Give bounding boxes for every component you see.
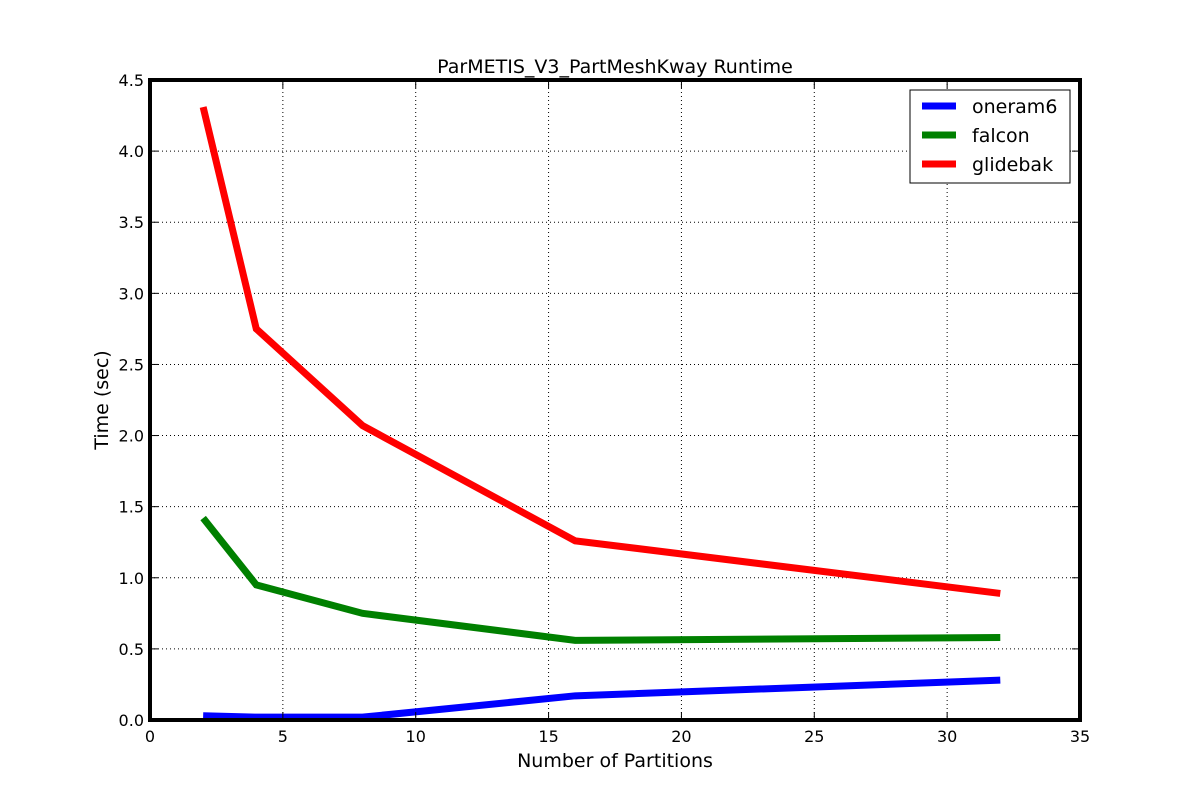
axis-ticks: 0 5 10 15 20 25 30 35 0.0 0.5 1.0 1.5 2.0 2.5 3.0 3.5 4.… [119,71,1091,746]
x-tick-label: 5 [278,727,288,746]
y-tick-label: 0.5 [119,640,144,659]
y-tick-label: 1.5 [119,498,144,517]
chart-title: ParMETIS_V3_PartMeshKway Runtime [437,56,793,78]
x-tick-label: 10 [406,727,426,746]
plot-frame [148,78,1082,722]
y-tick-label: 1.0 [119,569,144,588]
y-tick-label: 4.5 [119,71,144,90]
y-tick-label: 3.0 [119,284,144,303]
grid-lines [150,80,1080,720]
y-tick-label: 4.0 [119,142,144,161]
y-tick-label: 2.0 [119,427,144,446]
x-tick-label: 0 [145,727,155,746]
x-tick-label: 35 [1070,727,1090,746]
series-line-oneram6 [203,676,1001,721]
x-axis-label: Number of Partitions [517,750,713,772]
y-tick-label: 3.5 [119,213,144,232]
x-tick-label: 30 [937,727,957,746]
y-tick-label: 2.5 [119,355,144,374]
legend-label-glidebak: glidebak [972,154,1053,176]
legend-label-falcon: falcon [972,125,1030,147]
legend: oneram6 falcon glidebak [909,89,1071,184]
legend-label-oneram6: oneram6 [972,96,1057,118]
y-tick-label: 0.0 [119,711,144,730]
series-line-glidebak [199,106,1001,597]
series-lines [199,106,1001,721]
x-tick-label: 15 [538,727,558,746]
x-tick-label: 20 [671,727,691,746]
x-tick-label: 25 [804,727,824,746]
y-axis-label: Time (sec) [91,350,113,450]
series-line-falcon [200,515,1001,644]
